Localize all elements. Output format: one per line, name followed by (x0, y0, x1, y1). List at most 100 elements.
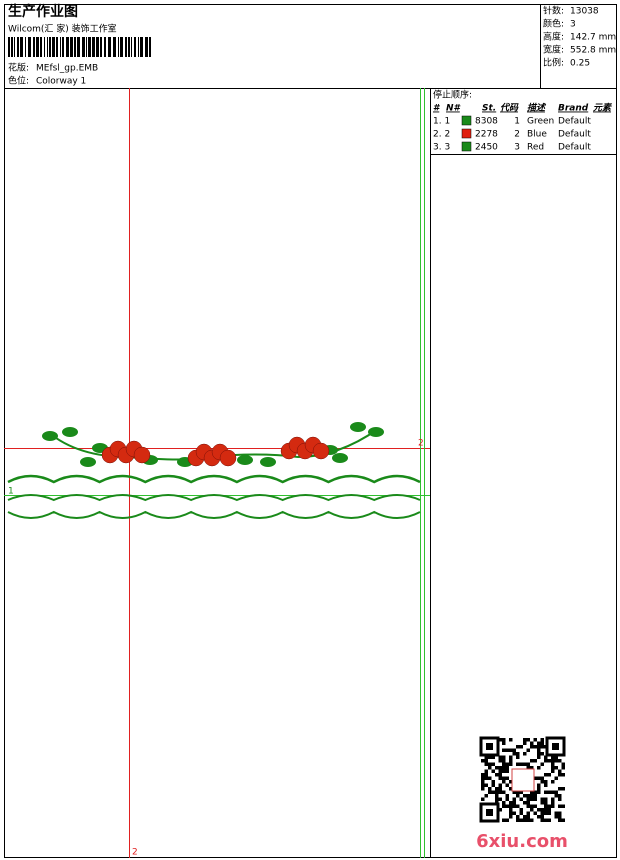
bar (113, 37, 116, 57)
qr-cell (530, 759, 534, 763)
qr-cell (558, 787, 562, 791)
qr-finder (486, 809, 493, 816)
qr-cell (481, 759, 485, 763)
qr-cell (512, 752, 516, 756)
leaf (332, 453, 348, 463)
qr-cell (481, 787, 485, 791)
bar (60, 37, 61, 57)
qr-cell (481, 783, 485, 787)
leaf (42, 431, 58, 441)
qr-cell (509, 808, 513, 812)
color-swatch (461, 141, 472, 152)
column-header: 描述 (527, 103, 547, 114)
qr-cell (540, 811, 544, 815)
code: 3 (514, 143, 520, 153)
qr-cell (505, 748, 509, 752)
qr-cell (498, 790, 502, 794)
qr-cell (505, 762, 509, 766)
qr-cell (509, 804, 513, 808)
qr-cell (533, 797, 537, 801)
qr-cell (561, 762, 565, 766)
qr-cell (523, 818, 527, 822)
qr-cell (519, 790, 523, 794)
qr-cell (537, 787, 541, 791)
bar (96, 37, 99, 57)
qr-cell (523, 738, 527, 742)
qr-cell (512, 804, 516, 808)
qr-cell (509, 755, 513, 759)
qr-cell (516, 762, 520, 766)
qr-cell (547, 808, 551, 812)
qr-cell (495, 787, 499, 791)
qr-cell (561, 804, 565, 808)
row-index: 2. 2 (433, 130, 450, 140)
qr-cell (533, 790, 537, 794)
qr-finder (486, 743, 493, 750)
info-value: 142.7 mm (570, 33, 616, 43)
qr-cell (512, 748, 516, 752)
qr-cell (502, 818, 506, 822)
qr-cell (554, 794, 558, 798)
qr-cell (488, 776, 492, 780)
qr-cell (547, 773, 551, 777)
info-value: 3 (570, 20, 576, 30)
bar (140, 37, 143, 57)
description: Green (527, 117, 554, 127)
qr-cell (551, 790, 555, 794)
qr-cell (481, 776, 485, 780)
qr-cell (498, 797, 502, 801)
column-header: N# (446, 104, 462, 114)
qr-cell (509, 738, 513, 742)
stitches: 2450 (475, 143, 498, 153)
qr-cell (544, 797, 548, 801)
leaf (62, 427, 78, 437)
bar (8, 37, 10, 57)
leaf (260, 457, 276, 467)
qr-cell (491, 783, 495, 787)
qr-cell (561, 787, 565, 791)
bar (88, 37, 91, 57)
qr-cell (530, 818, 534, 822)
code: 1 (514, 117, 520, 127)
qr-cell (544, 759, 548, 763)
qr-cell (561, 766, 565, 770)
qr-cell (544, 811, 548, 815)
qr-cell (561, 773, 565, 777)
qr-cell (547, 790, 551, 794)
qr-cell (484, 783, 488, 787)
color-swatch (461, 115, 472, 126)
qr-cell (516, 755, 520, 759)
qr-cell (547, 818, 551, 822)
qr-cell (512, 801, 516, 805)
qr-cell (551, 755, 555, 759)
colorway: Colorway 1 (36, 77, 86, 87)
qr-logo (511, 768, 535, 792)
qr-cell (544, 818, 548, 822)
qr-cell (498, 776, 502, 780)
qr-cell (533, 759, 537, 763)
column-header: Brand (558, 104, 589, 114)
qr-cell (498, 755, 502, 759)
qr-cell (519, 762, 523, 766)
qr-cell (530, 745, 534, 749)
qr-cell (537, 808, 541, 812)
qr-cell (558, 794, 562, 798)
bar (47, 37, 48, 57)
qr-cell (488, 762, 492, 766)
qr-cell (502, 759, 506, 763)
bar (44, 37, 45, 57)
qr-cell (551, 759, 555, 763)
qr-cell (484, 755, 488, 759)
description: Red (527, 143, 544, 153)
bar (25, 37, 26, 57)
bar (128, 37, 130, 57)
qr-cell (526, 815, 530, 819)
qr-cell (491, 762, 495, 766)
flower (133, 446, 151, 464)
info-label: 颜色: (543, 18, 564, 30)
qr-cell (498, 808, 502, 812)
code: 2 (514, 130, 520, 140)
qr-cell (516, 790, 520, 794)
bar (120, 37, 123, 57)
qr-cell (540, 818, 544, 822)
